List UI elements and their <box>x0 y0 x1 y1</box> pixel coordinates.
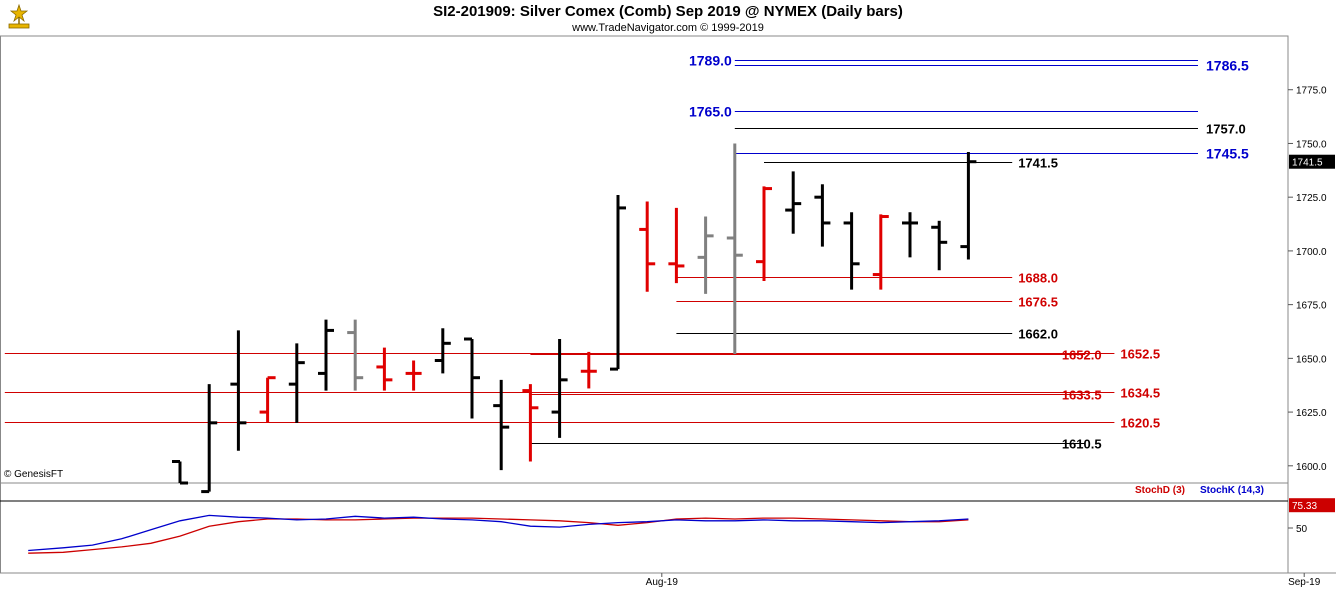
level-label: 1610.5 <box>1062 437 1102 452</box>
y-tick-label: 1625.0 <box>1296 408 1327 419</box>
ohlc-bar <box>756 186 772 281</box>
chart-title: SI2-201909: Silver Comex (Comb) Sep 2019… <box>433 3 903 20</box>
level-label: 1741.5 <box>1018 156 1058 171</box>
ohlc-bar <box>843 212 860 290</box>
level-label: 1688.0 <box>1018 271 1058 286</box>
ohlc-bar <box>201 384 218 494</box>
ohlc-bar <box>960 152 977 260</box>
stoch-series-line <box>28 514 969 552</box>
level-label: 1662.0 <box>1018 327 1058 342</box>
ohlc-bar <box>726 143 743 355</box>
level-label: 1652.0 <box>1062 348 1102 363</box>
ohlc-bar <box>318 319 334 391</box>
ohlc-bar <box>580 351 597 389</box>
stoch-series-line <box>28 517 969 554</box>
x-tick-label: Sep-19 <box>1288 577 1321 588</box>
ohlc-bar <box>288 343 305 423</box>
ohlc-bar <box>668 207 685 284</box>
stoch-legend-d: StochD (3) <box>1135 485 1185 496</box>
last-price-label: 1741.5 <box>1292 158 1323 169</box>
level-label: 1745.5 <box>1206 146 1249 162</box>
y-tick-label: 1600.0 <box>1296 462 1327 473</box>
level-label: 1652.5 <box>1120 347 1160 362</box>
stoch-value-label: 75.33 <box>1292 501 1317 512</box>
ohlc-bar <box>931 220 948 271</box>
y-tick-label: 1675.0 <box>1296 301 1327 312</box>
level-label: 1789.0 <box>689 53 732 69</box>
level-label: 1634.5 <box>1120 386 1160 401</box>
level-label: 1633.5 <box>1062 388 1102 403</box>
ohlc-bar <box>493 379 510 471</box>
stoch-y-tick-label: 50 <box>1296 524 1308 535</box>
level-label: 1757.0 <box>1206 122 1246 137</box>
ohlc-bar <box>902 212 918 258</box>
last-price-box <box>1289 154 1335 169</box>
ohlc-bar <box>551 339 568 438</box>
ohlc-bar <box>347 319 364 391</box>
ohlc-bar <box>639 201 656 292</box>
ohlc-bar <box>172 460 188 485</box>
ohlc-bar <box>259 376 276 423</box>
y-tick-label: 1775.0 <box>1296 86 1327 97</box>
ohlc-bar <box>814 184 831 247</box>
price-panel-frame <box>0 35 1289 484</box>
ohlc-bar <box>522 384 539 462</box>
copyright-label: © GenesisFT <box>4 469 64 480</box>
ohlc-bar <box>405 360 422 391</box>
stoch-legend-k: StochK (14,3) <box>1200 485 1264 496</box>
y-tick-label: 1750.0 <box>1296 139 1327 150</box>
level-label: 1765.0 <box>689 104 732 120</box>
y-tick-label: 1650.0 <box>1296 354 1327 365</box>
genesis-logo-icon <box>4 2 34 32</box>
ohlc-bar <box>610 195 626 371</box>
level-label: 1620.5 <box>1120 416 1160 431</box>
level-label: 1676.5 <box>1018 295 1058 310</box>
ohlc-bar <box>434 328 451 374</box>
stoch-panel-frame <box>0 482 1289 574</box>
ohlc-bar <box>464 337 480 419</box>
level-label: 1786.5 <box>1206 58 1249 74</box>
ohlc-bar <box>230 330 247 451</box>
ohlc-bar <box>697 216 714 294</box>
stoch-value-box <box>1289 498 1335 513</box>
x-tick-label: Aug-19 <box>646 577 679 588</box>
ohlc-bar <box>785 171 802 234</box>
y-tick-label: 1725.0 <box>1296 193 1327 204</box>
ohlc-bar <box>872 214 889 290</box>
y-tick-label: 1700.0 <box>1296 247 1327 258</box>
ohlc-bar <box>376 347 393 391</box>
chart-subtitle: www.TradeNavigator.com © 1999-2019 <box>572 22 764 34</box>
